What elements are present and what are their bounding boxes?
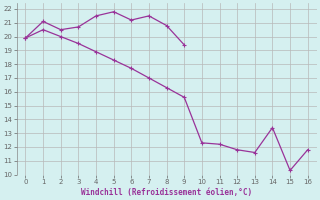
X-axis label: Windchill (Refroidissement éolien,°C): Windchill (Refroidissement éolien,°C) — [81, 188, 252, 197]
